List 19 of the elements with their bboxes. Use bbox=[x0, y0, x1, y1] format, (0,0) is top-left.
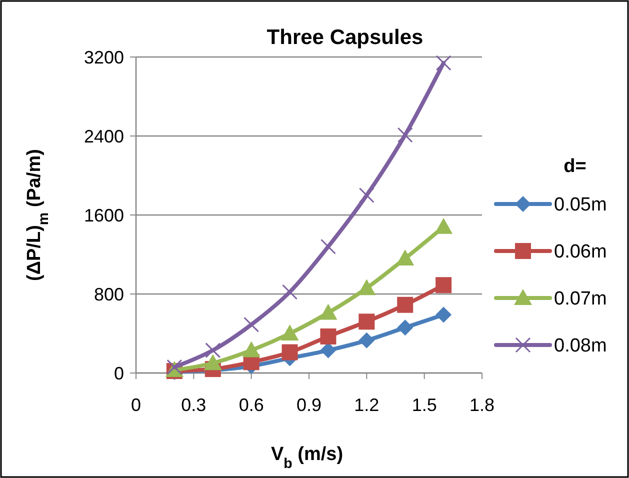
y-tick-label: 800 bbox=[94, 284, 124, 304]
x-tick-label: 0.6 bbox=[238, 395, 264, 415]
x-axis-title: V$_{b}$ (m/s) bbox=[270, 444, 344, 472]
legend-label: 0.05m bbox=[554, 194, 607, 216]
legend-label: 0.07m bbox=[554, 288, 607, 310]
x-tick-label: 0 bbox=[130, 395, 142, 415]
x-tick-label: 0.3 bbox=[181, 395, 206, 415]
x-tick-label: 1.8 bbox=[469, 395, 495, 415]
y-tick-label: 1600 bbox=[84, 205, 124, 226]
y-tick-label: 0 bbox=[114, 363, 124, 384]
legend-label: 0.08m bbox=[554, 336, 607, 357]
x-tick-label: 1.5 bbox=[412, 395, 437, 415]
legend-label: 0.06m bbox=[554, 242, 607, 263]
y-tick-label: 2400 bbox=[84, 126, 124, 146]
legend-title: d= bbox=[564, 156, 586, 177]
x-tick-label: 1.2 bbox=[354, 395, 380, 415]
chart-title: Three Capsules bbox=[266, 26, 424, 49]
x-tick-label: 0.9 bbox=[296, 395, 322, 415]
y-tick-label: 3200 bbox=[84, 47, 124, 68]
